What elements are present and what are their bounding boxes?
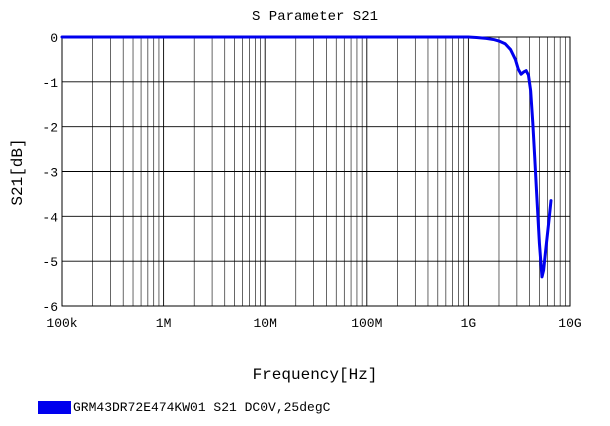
tick-labels: 100k 1M 10M 100M 1G 10G 0 -1 -2 -3 -4 -5 -6 xyxy=(42,31,581,331)
y-tick-label: -3 xyxy=(42,166,58,181)
grid xyxy=(62,37,570,306)
chart-title: S Parameter S21 xyxy=(252,9,378,25)
y-tick-label: -6 xyxy=(42,300,58,315)
x-tick-label: 100k xyxy=(46,316,77,331)
legend: GRM43DR72E474KW01 S21 DC0V,25degC xyxy=(38,397,330,417)
legend-swatch xyxy=(38,400,71,414)
y-tick-label: -1 xyxy=(42,76,58,91)
x-axis-label: Frequency[Hz] xyxy=(253,366,378,384)
x-tick-label: 10M xyxy=(253,316,276,331)
x-tick-label: 1G xyxy=(461,316,477,331)
y-axis-label: S21[dB] xyxy=(9,138,27,205)
series-line xyxy=(60,35,553,279)
x-tick-label: 100M xyxy=(351,316,382,331)
y-tick-label: 0 xyxy=(50,31,58,46)
x-tick-label: 10G xyxy=(558,316,581,331)
y-tick-label: -2 xyxy=(42,121,58,136)
x-tick-label: 1M xyxy=(156,316,172,331)
y-tick-label: -4 xyxy=(42,210,58,225)
legend-label: GRM43DR72E474KW01 S21 DC0V,25degC xyxy=(73,399,331,415)
series-layer xyxy=(60,35,553,279)
y-tick-label: -5 xyxy=(42,255,58,270)
